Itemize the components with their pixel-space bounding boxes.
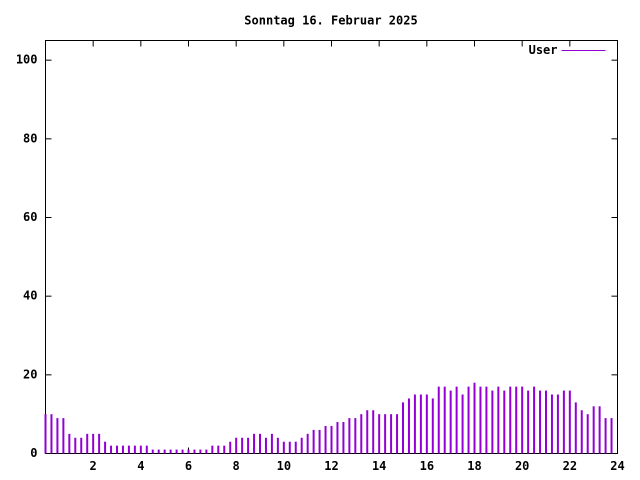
- x-tick-label: 24: [610, 459, 624, 473]
- x-tick-label: 12: [324, 459, 338, 473]
- y-tick-label: 20: [23, 367, 37, 381]
- x-tick-label: 4: [137, 459, 144, 473]
- y-tick-label: 40: [23, 289, 37, 303]
- x-tick-label: 8: [233, 459, 240, 473]
- x-tick-label: 14: [372, 459, 386, 473]
- x-tick-label: 2: [90, 459, 97, 473]
- x-tick-label: 18: [467, 459, 481, 473]
- chart-title: Sonntag 16. Februar 2025: [244, 14, 417, 28]
- x-tick-label: 20: [515, 459, 529, 473]
- y-tick-label: 80: [23, 131, 37, 145]
- y-tick-label: 100: [16, 53, 38, 67]
- legend-label: User: [529, 43, 558, 57]
- x-tick-label: 22: [563, 459, 577, 473]
- x-tick-label: 10: [277, 459, 291, 473]
- x-tick-label: 6: [185, 459, 192, 473]
- y-tick-label: 60: [23, 210, 37, 224]
- x-tick-label: 16: [420, 459, 434, 473]
- y-tick-label: 0: [30, 446, 37, 460]
